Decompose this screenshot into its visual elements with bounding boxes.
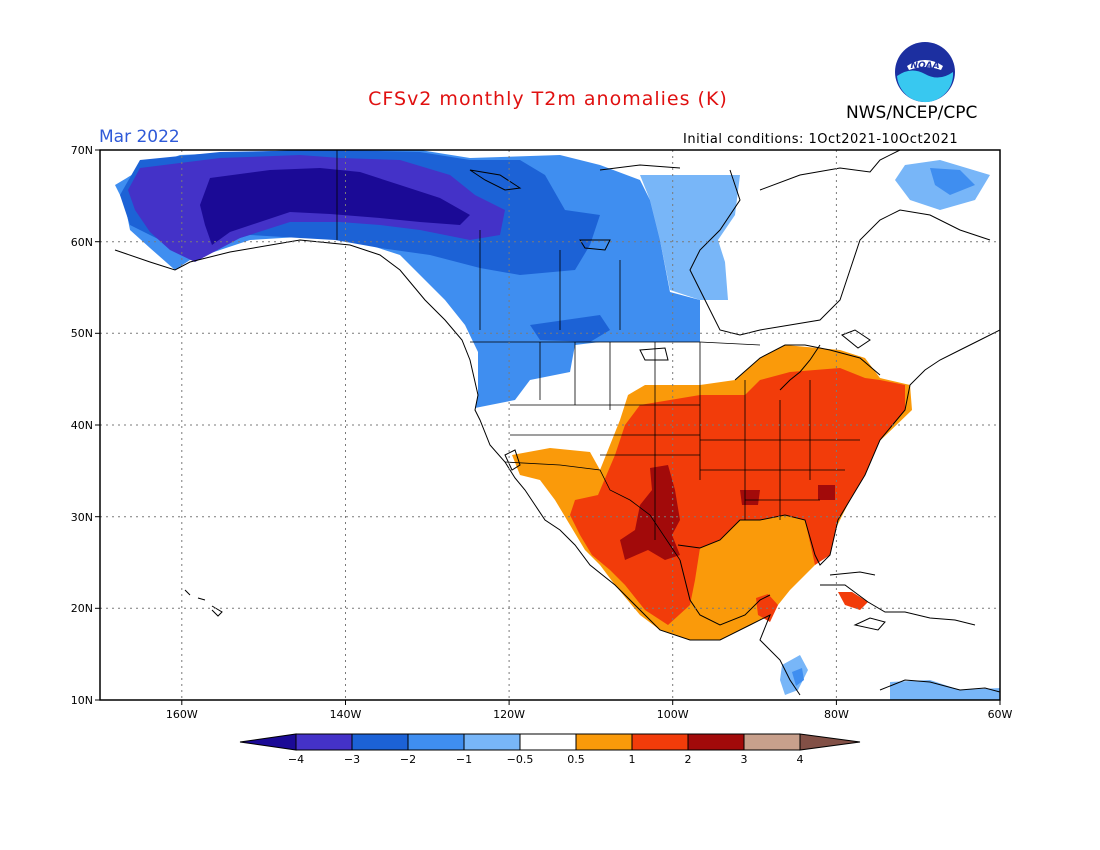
legend-swatch — [463, 733, 521, 751]
initial-conditions: Initial conditions: 1Oct2021-10Oct2021 — [683, 132, 959, 147]
lon-label: 80W — [824, 708, 849, 721]
legend-swatch — [743, 733, 801, 751]
legend-swatch — [519, 733, 577, 751]
legend-swatch — [295, 733, 353, 751]
coastlines — [114, 150, 1000, 696]
lon-label: 100W — [657, 708, 689, 721]
lat-label: 30N — [71, 511, 93, 524]
lat-label: 20N — [71, 602, 93, 615]
lat-label: 60N — [71, 236, 93, 249]
color-legend — [239, 733, 861, 751]
lon-label: 160W — [166, 708, 198, 721]
legend-label: 2 — [685, 753, 692, 766]
map-title: CFSv2 monthly T2m anomalies (K) — [368, 88, 728, 110]
cold-spot-south-america — [890, 680, 1000, 700]
svg-text:NOAA: NOAA — [910, 61, 939, 71]
legend-label: −3 — [344, 753, 360, 766]
noaa-logo-icon: NOAA — [895, 42, 955, 103]
legend-swatch — [575, 733, 633, 751]
lat-label: 70N — [71, 144, 93, 157]
legend-label: 3 — [741, 753, 748, 766]
agency-label: NWS/NCEP/CPC — [846, 103, 978, 123]
forecast-period: Mar 2022 — [99, 127, 180, 147]
warm-anomaly-region — [512, 345, 912, 640]
legend-swatch — [631, 733, 689, 751]
legend-label: 0.5 — [567, 753, 585, 766]
legend-label: −4 — [288, 753, 304, 766]
lat-label: 10N — [71, 694, 93, 707]
legend-label: 4 — [797, 753, 804, 766]
legend-swatch — [687, 733, 745, 751]
cold-anomaly-region — [115, 150, 740, 408]
legend-label: −1 — [456, 753, 472, 766]
legend-label: −2 — [400, 753, 416, 766]
legend-swatch — [407, 733, 465, 751]
lon-label: 140W — [330, 708, 362, 721]
lat-label: 50N — [71, 327, 93, 340]
lon-label: 120W — [493, 708, 525, 721]
graticule — [100, 150, 1000, 700]
legend-swatch — [799, 733, 861, 751]
legend-label: −0.5 — [507, 753, 534, 766]
legend-swatch — [351, 733, 409, 751]
legend-label: 1 — [629, 753, 636, 766]
lon-label: 60W — [988, 708, 1013, 721]
political-borders — [336, 150, 860, 561]
lat-label: 40N — [71, 419, 93, 432]
legend-swatch — [239, 733, 297, 751]
